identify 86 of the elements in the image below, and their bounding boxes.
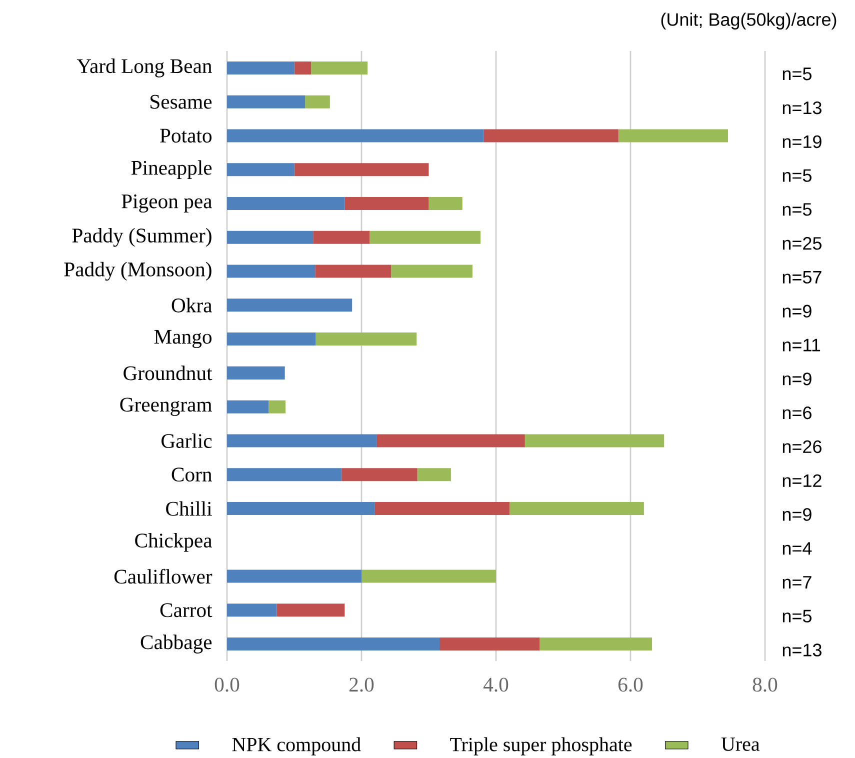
bar: [440, 637, 540, 650]
bar: [227, 366, 285, 380]
x-tick-label: 4.0: [483, 677, 508, 692]
y-tick-label: Paddy (Monsoon): [64, 262, 212, 280]
bar: [344, 196, 429, 210]
x-tick-label: 2.0: [349, 677, 374, 692]
bar: [376, 434, 525, 447]
y-tick-label: Garlic: [162, 433, 212, 448]
text: n=11: [782, 338, 820, 352]
text: n=7: [782, 576, 812, 588]
x-tick-label: 8.0: [752, 677, 778, 692]
text: n=4: [782, 542, 812, 554]
bar: [484, 129, 618, 142]
bar: [227, 129, 484, 142]
bar: [227, 332, 316, 346]
bar: [227, 468, 342, 481]
y-tick-label: Potato: [160, 128, 212, 142]
bar: [227, 298, 352, 312]
bar: [524, 434, 664, 447]
y-tick-label: Groundnut: [124, 365, 212, 380]
bar: [370, 230, 481, 244]
text: n=9: [782, 372, 812, 386]
bar: [227, 570, 362, 583]
bar: [227, 61, 294, 74]
text: n=5: [782, 610, 812, 622]
bar: [227, 95, 306, 108]
bar: [294, 162, 429, 176]
text: n=13: [782, 643, 822, 656]
text: n=9: [782, 508, 812, 521]
text: n=5: [782, 67, 812, 80]
text: (Unit; Bag(50kg)/acre): [661, 12, 836, 30]
bar: [227, 603, 277, 616]
bar: [540, 637, 652, 650]
legend-label: NPK compound: [232, 737, 361, 756]
y-tick-label: Pineapple: [131, 160, 212, 179]
bar: [315, 264, 392, 278]
legend-label: Urea: [721, 737, 760, 751]
text: n=26: [782, 440, 822, 453]
bar: [316, 332, 417, 346]
bar: [313, 230, 370, 244]
bar: [509, 502, 644, 515]
x-tick-label: 0.0: [214, 677, 240, 692]
bar: [428, 196, 462, 210]
bar: [305, 95, 330, 108]
bar: [618, 129, 728, 142]
y-tick-label: Carrot: [160, 603, 212, 617]
bar: [391, 264, 472, 278]
bar: [276, 603, 345, 616]
text: n=9: [782, 304, 812, 318]
y-tick-label: Sesame: [150, 94, 212, 109]
bar: [362, 570, 496, 583]
y-tick-label: Cauliflower: [114, 568, 212, 584]
text: n=5: [782, 169, 812, 182]
y-tick-label: Corn: [172, 467, 212, 482]
text: n=57: [782, 270, 822, 284]
bar: [227, 162, 294, 176]
y-tick-label: Mango: [154, 330, 212, 348]
bar: [374, 502, 510, 515]
bar: [311, 61, 368, 74]
text: n=5: [782, 203, 812, 216]
y-tick-label: Chickpea: [135, 532, 212, 552]
y-tick-label: Greengram: [120, 398, 212, 416]
bar: [268, 400, 286, 414]
bar: [227, 434, 377, 447]
bar: [227, 196, 345, 210]
legend-label: Triple super phosphate: [450, 737, 632, 756]
y-tick-label: Cabbage: [140, 634, 212, 654]
text: n=25: [782, 236, 822, 250]
y-tick-label: Yard Long Bean: [76, 58, 212, 78]
bar: [227, 264, 316, 278]
bar: [227, 502, 375, 515]
bar: [227, 637, 440, 650]
text: n=19: [782, 135, 822, 148]
y-tick-label: Chilli: [166, 501, 212, 516]
y-tick-label: Paddy (Summer): [72, 228, 212, 247]
text: n=6: [782, 406, 812, 419]
bar: [294, 61, 312, 74]
bar: [227, 400, 269, 414]
y-tick-label: Pigeon pea: [122, 194, 212, 212]
bar: [417, 468, 451, 481]
text: n=13: [782, 101, 822, 114]
bar: [341, 468, 418, 481]
text: n=12: [782, 474, 822, 487]
y-tick-label: Okra: [172, 298, 212, 312]
x-tick-label: 6.0: [618, 677, 643, 692]
bar: [227, 230, 314, 244]
